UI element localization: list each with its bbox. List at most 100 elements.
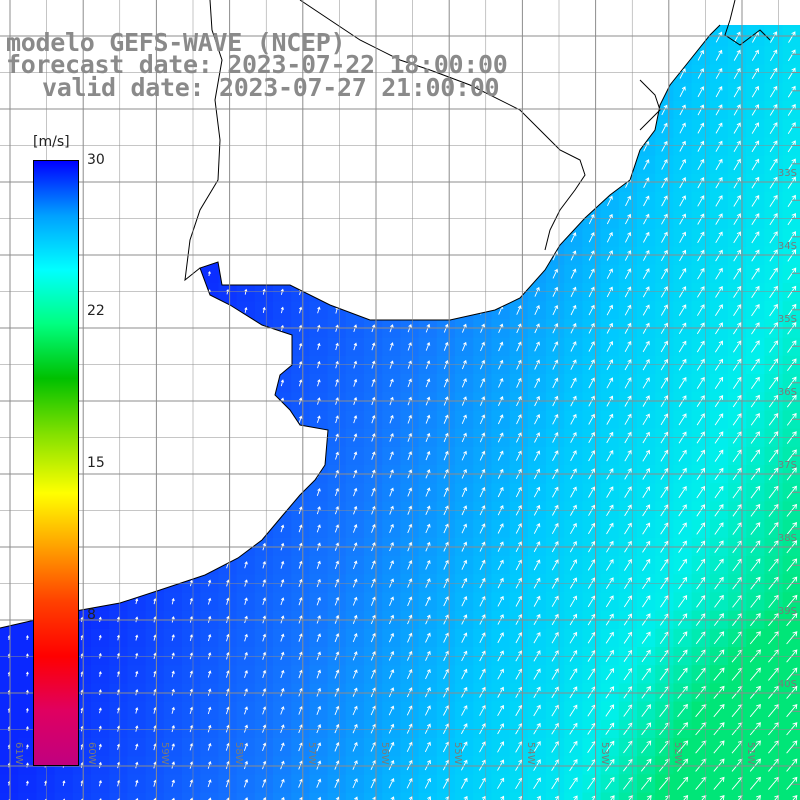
wind-arrow bbox=[733, 231, 741, 244]
wind-arrow bbox=[605, 704, 615, 717]
wind-arrow bbox=[769, 358, 779, 371]
wind-arrow bbox=[442, 723, 450, 735]
wind-arrow bbox=[786, 703, 798, 718]
wind-arrow bbox=[786, 449, 797, 463]
wind-arrow bbox=[641, 631, 651, 644]
wind-arrow bbox=[697, 49, 705, 61]
wind-arrow bbox=[207, 779, 212, 788]
wind-arrow bbox=[787, 285, 797, 299]
wind-arrow bbox=[769, 267, 778, 280]
lon-label: 54W bbox=[525, 742, 537, 765]
wind-arrow bbox=[135, 779, 139, 787]
wind-arrow bbox=[515, 741, 523, 753]
wind-arrow bbox=[479, 650, 486, 662]
wind-arrow bbox=[280, 288, 284, 295]
wind-cell bbox=[109, 792, 128, 800]
wind-arrow bbox=[461, 741, 468, 753]
lat-label: 37S bbox=[777, 460, 797, 471]
wind-arrow bbox=[406, 777, 413, 789]
wind-arrow bbox=[714, 413, 724, 426]
wind-arrow bbox=[642, 595, 651, 608]
wind-arrow bbox=[497, 668, 504, 680]
wind-arrow bbox=[569, 668, 578, 680]
wind-arrow bbox=[732, 376, 742, 390]
wind-arrow bbox=[714, 358, 723, 371]
wind-cell bbox=[91, 792, 110, 800]
wind-arrow bbox=[679, 286, 687, 298]
wind-arrow bbox=[135, 598, 139, 605]
wind-arrow bbox=[787, 85, 796, 98]
wind-arrow bbox=[696, 595, 706, 608]
wind-arrow bbox=[388, 741, 395, 752]
wind-arrow bbox=[661, 249, 668, 262]
wind-arrow bbox=[624, 250, 632, 261]
wind-arrow bbox=[713, 667, 725, 681]
wind-cell bbox=[54, 792, 74, 800]
wind-arrow bbox=[605, 595, 614, 608]
wind-arrow bbox=[786, 649, 798, 663]
wind-arrow bbox=[661, 195, 668, 207]
wind-arrow bbox=[678, 358, 687, 371]
wind-arrow bbox=[316, 796, 322, 800]
lon-label: 57W bbox=[305, 742, 317, 765]
wind-arrow bbox=[317, 306, 321, 314]
wind-arrow bbox=[298, 379, 303, 387]
wind-arrow bbox=[335, 451, 340, 460]
wind-arrow bbox=[733, 31, 741, 43]
wind-arrow bbox=[479, 704, 486, 716]
wind-arrow bbox=[588, 359, 595, 371]
wind-arrow bbox=[569, 795, 578, 800]
wind-arrow bbox=[334, 487, 340, 497]
wind-arrow bbox=[406, 741, 413, 752]
wind-arrow bbox=[551, 759, 560, 772]
wind-arrow bbox=[443, 705, 450, 716]
wind-arrow bbox=[443, 487, 449, 497]
wind-arrow bbox=[334, 760, 340, 770]
wind-arrow bbox=[262, 724, 267, 733]
wind-arrow bbox=[606, 558, 614, 571]
wind-arrow bbox=[25, 762, 29, 768]
wind-arrow bbox=[770, 31, 778, 43]
wind-arrow bbox=[751, 49, 759, 61]
wind-arrow bbox=[116, 725, 121, 732]
wind-arrow bbox=[570, 250, 577, 261]
wind-arrow bbox=[788, 31, 796, 43]
wind-arrow bbox=[479, 595, 486, 607]
wind-arrow bbox=[713, 631, 725, 645]
wind-arrow bbox=[460, 777, 468, 789]
wind-arrow bbox=[606, 486, 614, 498]
wind-arrow bbox=[769, 285, 778, 299]
wind-arrow bbox=[751, 140, 760, 153]
wind-arrow bbox=[479, 668, 486, 680]
wind-arrow bbox=[280, 706, 285, 715]
wind-arrow bbox=[516, 414, 522, 425]
wind-arrow bbox=[479, 359, 486, 370]
wind-arrow bbox=[713, 776, 725, 790]
wind-arrow bbox=[479, 450, 486, 461]
wind-arrow bbox=[479, 741, 486, 753]
wind-arrow bbox=[786, 412, 797, 426]
wind-arrow bbox=[552, 304, 559, 316]
wind-arrow bbox=[679, 249, 687, 262]
wind-arrow bbox=[443, 632, 450, 643]
wind-arrow bbox=[116, 707, 121, 714]
wind-arrow bbox=[425, 632, 431, 643]
wind-cell bbox=[582, 792, 602, 800]
wind-arrow bbox=[570, 232, 577, 243]
wind-arrow bbox=[479, 523, 486, 534]
wind-arrow bbox=[696, 522, 706, 535]
wind-arrow bbox=[641, 740, 652, 754]
wind-arrow bbox=[660, 304, 668, 316]
wind-arrow bbox=[425, 559, 431, 570]
wind-arrow bbox=[425, 342, 431, 351]
wind-arrow bbox=[335, 415, 339, 424]
wind-arrow bbox=[371, 360, 376, 369]
wind-arrow bbox=[642, 522, 651, 535]
wind-arrow bbox=[642, 413, 650, 426]
wind-arrow bbox=[786, 631, 798, 645]
lat-label: 38S bbox=[777, 533, 797, 544]
wind-arrow bbox=[389, 414, 394, 424]
wind-arrow bbox=[389, 451, 394, 460]
wind-arrow bbox=[660, 486, 669, 499]
wind-arrow bbox=[334, 778, 340, 788]
